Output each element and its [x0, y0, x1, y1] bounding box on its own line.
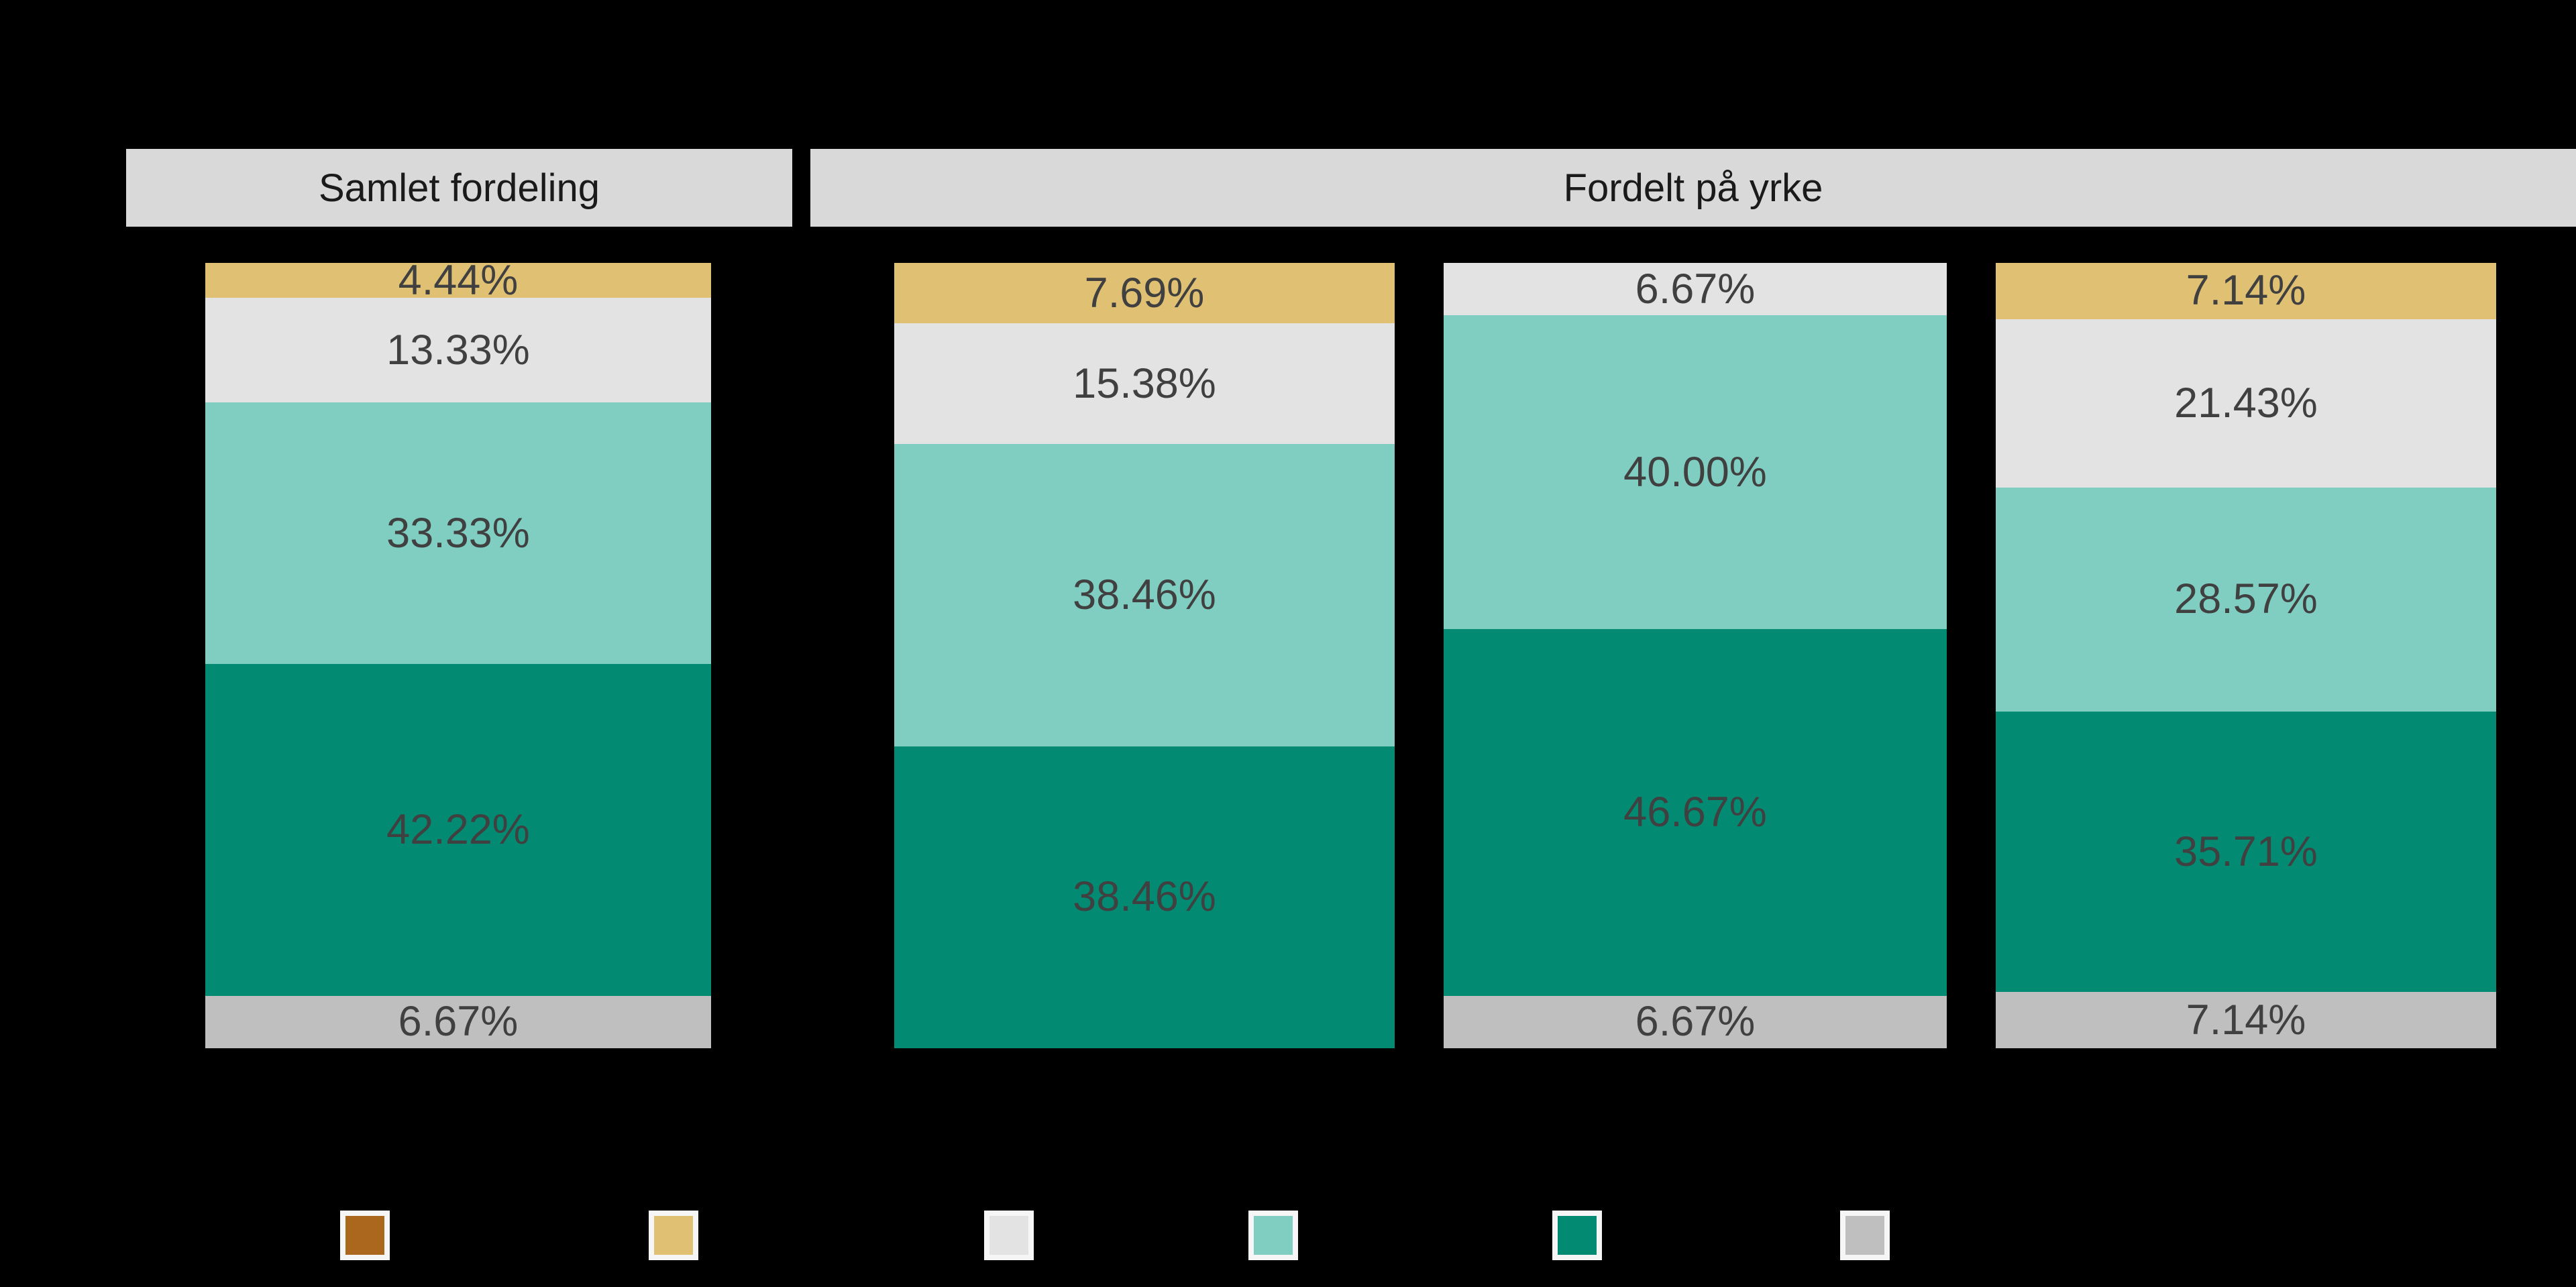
panel-header-samlet-fordeling: Samlet fordeling	[126, 149, 792, 227]
bar-segment-dark-teal: 35.71%	[1996, 712, 2496, 993]
bar-segment-light-gray: 15.38%	[894, 323, 1395, 445]
segment-label: 7.14%	[2186, 267, 2306, 315]
legend-swatch-dark-teal	[1552, 1211, 1602, 1260]
bar-segment-gray: 7.14%	[1996, 992, 2496, 1048]
bar-segment-gold: 7.69%	[894, 263, 1395, 324]
segment-label: 46.67%	[1623, 789, 1767, 836]
bar-segment-dark-teal: 46.67%	[1444, 629, 1947, 996]
segment-label: 15.38%	[1073, 359, 1216, 407]
segment-label: 33.33%	[386, 509, 530, 557]
bar-segment-light-gray: 21.43%	[1996, 319, 2496, 488]
segment-label: 35.71%	[2174, 828, 2318, 875]
bar-segment-gold: 7.14%	[1996, 263, 2496, 319]
stacked-bar: 7.69% 15.38% 38.46% 38.46%	[894, 263, 1395, 1048]
segment-label: 13.33%	[386, 326, 530, 374]
stacked-bar: 6.67% 40.00% 46.67% 6.67%	[1444, 263, 1947, 1048]
legend-swatch-gray	[1840, 1211, 1890, 1260]
segment-label: 4.44%	[398, 256, 519, 304]
bar-segment-light-teal: 33.33%	[205, 402, 711, 665]
bar-segment-light-teal: 38.46%	[894, 444, 1395, 746]
bar-segment-light-gray: 6.67%	[1444, 263, 1947, 316]
panel-header-fordelt-pa-yrke: Fordelt på yrke	[810, 149, 2576, 227]
segment-label: 7.69%	[1084, 269, 1205, 317]
bar-segment-light-teal: 40.00%	[1444, 315, 1947, 630]
bar-segment-gray: 6.67%	[1444, 995, 1947, 1048]
segment-label: 38.46%	[1073, 873, 1216, 921]
segment-label: 6.67%	[398, 998, 519, 1046]
segment-label: 40.00%	[1623, 448, 1767, 496]
bar-segment-light-gray: 13.33%	[205, 297, 711, 403]
segment-label: 7.14%	[2186, 996, 2306, 1044]
bar-segment-dark-teal: 38.46%	[894, 746, 1395, 1048]
segment-label: 21.43%	[2174, 379, 2318, 427]
bar-segment-gold: 4.44%	[205, 259, 711, 301]
legend-swatch-light-teal	[1248, 1211, 1298, 1260]
segment-label: 42.22%	[386, 806, 530, 854]
segment-label: 6.67%	[1635, 265, 1756, 313]
segment-label: 38.46%	[1073, 571, 1216, 618]
segment-label: 6.67%	[1635, 998, 1756, 1046]
stacked-bar: 4.44% 13.33% 33.33% 42.22% 6.67%	[205, 259, 711, 1048]
legend-swatch-brown	[340, 1211, 390, 1260]
panel-header-label: Fordelt på yrke	[1563, 166, 1823, 210]
panel-header-label: Samlet fordeling	[318, 166, 600, 210]
legend-swatch-light-gray	[984, 1211, 1034, 1260]
bar-segment-dark-teal: 42.22%	[205, 664, 711, 996]
stacked-bar: 7.14% 21.43% 28.57% 35.71% 7.14%	[1996, 263, 2496, 1048]
legend-swatch-gold	[649, 1211, 698, 1260]
segment-label: 28.57%	[2174, 575, 2318, 623]
bar-segment-gray: 6.67%	[205, 995, 711, 1048]
bar-segment-light-teal: 28.57%	[1996, 487, 2496, 712]
